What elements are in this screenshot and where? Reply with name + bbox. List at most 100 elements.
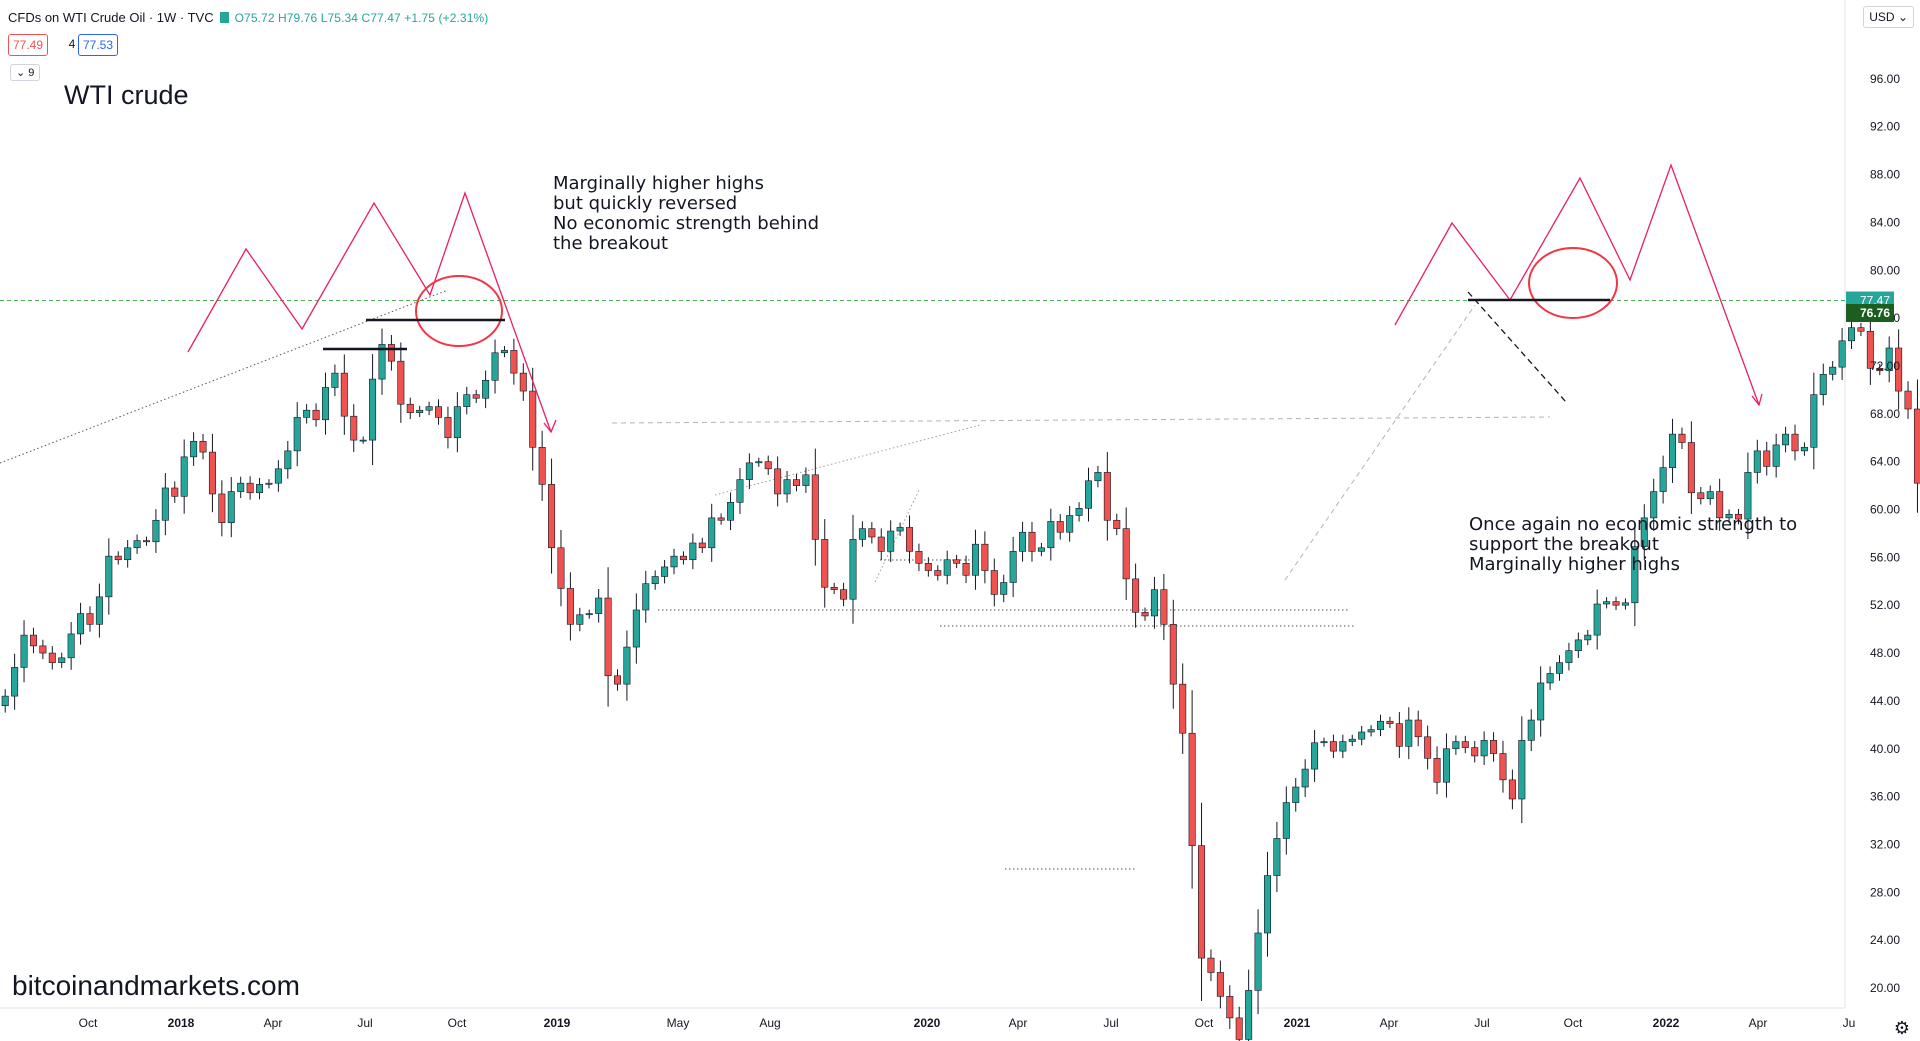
- y-tick-label: 40.00: [1870, 742, 1900, 756]
- candle-body: [868, 528, 876, 538]
- candle: [95, 583, 103, 638]
- candle: [661, 559, 669, 584]
- candle: [1263, 851, 1271, 957]
- candle-body: [1395, 723, 1403, 747]
- candle-body: [1810, 394, 1818, 448]
- candle-body: [491, 352, 499, 381]
- x-tick-label: Apr: [264, 1016, 283, 1030]
- candle-body: [331, 372, 339, 388]
- candle-body: [924, 563, 932, 571]
- candle: [595, 588, 603, 623]
- candle-body: [444, 417, 452, 439]
- candle-body: [378, 344, 386, 380]
- candle: [114, 551, 122, 565]
- candle: [1763, 441, 1771, 476]
- candle-body: [604, 597, 612, 677]
- candle-body: [877, 536, 885, 552]
- candle-series: [1, 314, 1920, 1041]
- candle-body: [679, 555, 687, 561]
- candle: [1546, 666, 1554, 690]
- candle-body: [1000, 582, 1008, 595]
- candle-body: [1471, 747, 1479, 757]
- candle-body: [1791, 433, 1799, 452]
- candle: [416, 405, 424, 418]
- symbol-header[interactable]: CFDs on WTI Crude Oil · 1W · TVC O75.72 …: [8, 10, 488, 25]
- candle-body: [1329, 741, 1337, 752]
- y-tick-label: 72.00: [1870, 359, 1900, 373]
- candle: [77, 602, 85, 645]
- candle: [1753, 439, 1761, 484]
- candle: [1047, 508, 1055, 561]
- candle: [208, 433, 216, 513]
- candle-body: [1169, 624, 1177, 685]
- candle-body: [548, 484, 556, 549]
- x-tick-label: 2018: [168, 1016, 195, 1030]
- candle: [1716, 478, 1724, 531]
- candle-body: [274, 468, 282, 484]
- candle-body: [736, 479, 744, 503]
- candle: [877, 528, 885, 560]
- candle: [1, 689, 9, 713]
- candle: [971, 529, 979, 590]
- x-tick-label: 2021: [1284, 1016, 1311, 1030]
- candle: [369, 354, 377, 466]
- candle-body: [943, 559, 951, 576]
- candle: [1235, 1006, 1243, 1041]
- candle-body: [971, 543, 979, 576]
- annotation-line: Once again no economic strength to: [1469, 514, 1798, 535]
- candle: [1480, 731, 1488, 765]
- candle-body: [463, 394, 471, 407]
- candle: [548, 458, 556, 574]
- candle-body: [1612, 601, 1620, 606]
- candle-body: [1603, 601, 1611, 605]
- candle: [792, 473, 800, 492]
- currency-button[interactable]: USD ⌄: [1863, 6, 1914, 28]
- candle-body: [774, 468, 782, 495]
- candle: [1311, 729, 1319, 782]
- candle-body: [1913, 408, 1920, 484]
- candle-body: [227, 491, 235, 523]
- indicator-collapse-button[interactable]: ⌄ 9: [10, 64, 41, 81]
- candle: [802, 467, 810, 493]
- candle: [1339, 734, 1347, 759]
- candle-body: [1198, 845, 1206, 959]
- symbol-title[interactable]: CFDs on WTI Crude Oil · 1W · TVC: [8, 10, 214, 25]
- candle-body: [161, 487, 169, 521]
- candle: [529, 367, 537, 471]
- rising-trendline: [874, 487, 921, 583]
- candle-body: [1320, 741, 1328, 744]
- candle-body: [1546, 673, 1554, 684]
- candle-body: [981, 543, 989, 571]
- candle: [1621, 598, 1629, 610]
- candle: [1838, 328, 1846, 380]
- candle: [406, 397, 414, 420]
- candle: [840, 582, 848, 607]
- candle-body: [369, 378, 377, 441]
- candle-body: [858, 528, 866, 540]
- candle: [1160, 573, 1168, 641]
- badge-bg: [1846, 304, 1894, 323]
- candle: [453, 392, 461, 453]
- candle-body: [792, 479, 800, 486]
- candle-body: [500, 350, 508, 354]
- candle-body: [1885, 347, 1893, 372]
- price-axis[interactable]: 20.00 24.00 28.00 32.00 36.00 40.00 44.00 48.00…: [1846, 72, 1900, 995]
- candle-body: [1282, 802, 1290, 839]
- candle: [218, 480, 226, 537]
- x-tick-label: Jul: [357, 1016, 372, 1030]
- candle-body: [1179, 683, 1187, 734]
- annotation-line: No economic strength behind: [553, 213, 820, 234]
- annotation-line: Marginally higher highs: [553, 173, 764, 194]
- gear-icon[interactable]: ⚙: [1893, 1018, 1910, 1038]
- candle-body: [1442, 748, 1450, 783]
- bid-price-badge[interactable]: 77.49: [8, 34, 49, 56]
- candle-body: [764, 461, 772, 470]
- ask-price-badge[interactable]: 77.53: [78, 34, 119, 56]
- candle: [359, 436, 367, 444]
- candle-body: [1838, 340, 1846, 368]
- time-axis[interactable]: Oct 2018 Apr Jul Oct 2019 May Aug 2020 Apr Jul Oct 2…: [79, 1016, 1856, 1030]
- candle: [1631, 523, 1639, 627]
- candle-body: [557, 547, 565, 589]
- candle-body: [727, 502, 735, 521]
